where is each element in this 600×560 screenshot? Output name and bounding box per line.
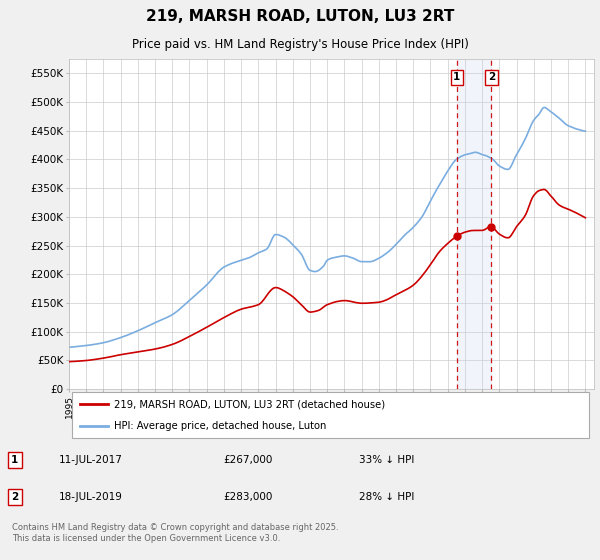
Text: 28% ↓ HPI: 28% ↓ HPI [359,492,414,502]
Text: 219, MARSH ROAD, LUTON, LU3 2RT: 219, MARSH ROAD, LUTON, LU3 2RT [146,9,454,24]
Text: 1: 1 [453,72,460,82]
Bar [457,59,491,389]
Text: 219, MARSH ROAD, LUTON, LU3 2RT (detached house): 219, MARSH ROAD, LUTON, LU3 2RT (detache… [113,399,385,409]
Text: 18-JUL-2019: 18-JUL-2019 [59,492,123,502]
Text: 33% ↓ HPI: 33% ↓ HPI [359,455,414,465]
Text: Price paid vs. HM Land Registry's House Price Index (HPI): Price paid vs. HM Land Registry's House … [131,38,469,51]
Text: Contains HM Land Registry data © Crown copyright and database right 2025.
This d: Contains HM Land Registry data © Crown c… [12,523,338,543]
Text: £267,000: £267,000 [224,455,273,465]
Text: £283,000: £283,000 [224,492,273,502]
Text: HPI: Average price, detached house, Luton: HPI: Average price, detached house, Luto… [113,421,326,431]
Text: 11-JUL-2017: 11-JUL-2017 [59,455,123,465]
Text: 2: 2 [11,492,19,502]
Text: 1: 1 [11,455,19,465]
Text: 2: 2 [488,72,495,82]
FancyBboxPatch shape [71,393,589,437]
